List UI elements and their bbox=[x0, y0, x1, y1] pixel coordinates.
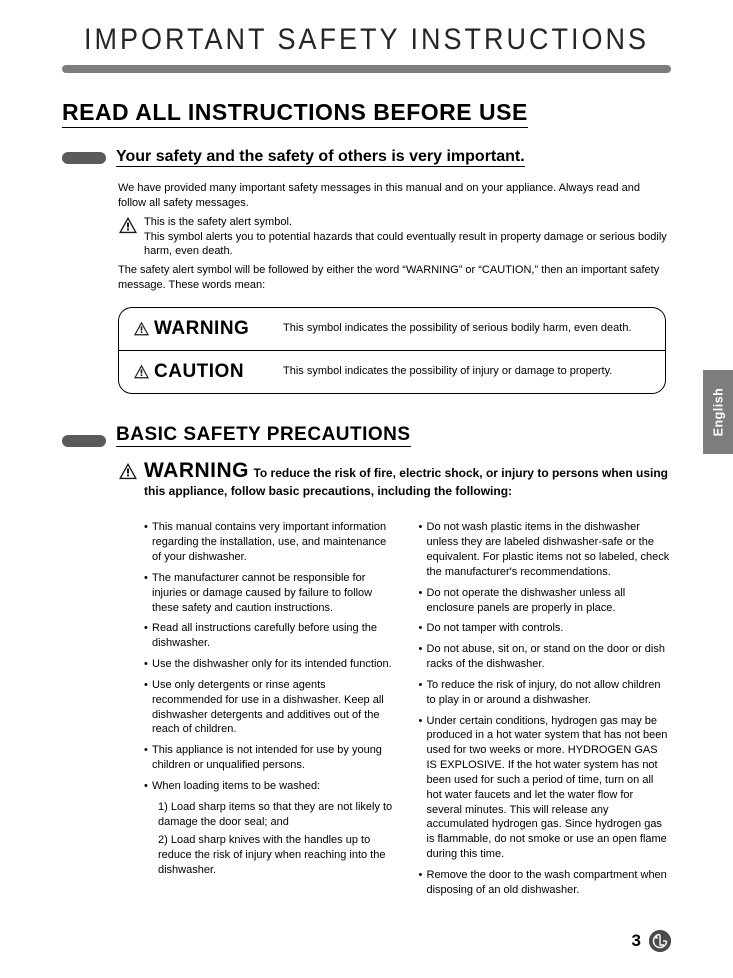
heading-basic-safety: BASIC SAFETY PRECAUTIONS bbox=[116, 424, 411, 447]
alert-row: This is the safety alert symbol. This sy… bbox=[62, 215, 671, 260]
warning-text-wrap: WARNING To reduce the risk of fire, elec… bbox=[144, 459, 668, 483]
caution-label-group: CAUTION bbox=[133, 361, 283, 383]
warning-label: WARNING bbox=[154, 318, 249, 340]
warning-row: WARNING This symbol indicates the possib… bbox=[119, 308, 665, 350]
warning-desc: This symbol indicates the possibility of… bbox=[283, 321, 632, 336]
caution-row: CAUTION This symbol indicates the possib… bbox=[119, 350, 665, 393]
caution-icon bbox=[133, 364, 150, 379]
caution-desc: This symbol indicates the possibility of… bbox=[283, 364, 612, 379]
alert-icon bbox=[118, 216, 138, 234]
list-item: Read all instructions carefully before u… bbox=[144, 621, 397, 651]
list-item: This manual contains very important info… bbox=[144, 520, 397, 565]
subhead-safety: Your safety and the safety of others is … bbox=[116, 148, 525, 167]
list-item: Under certain conditions, hydrogen gas m… bbox=[419, 714, 672, 862]
title-rule bbox=[62, 65, 671, 73]
left-column: This manual contains very important info… bbox=[144, 520, 397, 903]
columns: This manual contains very important info… bbox=[62, 520, 671, 903]
sub-item: 2) Load sharp knives with the handles up… bbox=[144, 833, 397, 878]
list-item: Use the dishwasher only for its intended… bbox=[144, 657, 397, 672]
language-tab-label: English bbox=[711, 388, 725, 437]
alert-text-block: This is the safety alert symbol. This sy… bbox=[144, 215, 671, 260]
intro-text: We have provided many important safety m… bbox=[62, 181, 671, 211]
page-number: 3 bbox=[632, 931, 641, 951]
warning-block: WARNING To reduce the risk of fire, elec… bbox=[62, 459, 671, 483]
subhead-row: Your safety and the safety of others is … bbox=[62, 148, 671, 167]
warning-label-group: WARNING bbox=[133, 318, 283, 340]
bullet-pill bbox=[62, 152, 106, 164]
list-item: Do not tamper with controls. bbox=[419, 621, 672, 636]
list-item: Use only detergents or rinse agents reco… bbox=[144, 678, 397, 737]
list-item: Do not abuse, sit on, or stand on the do… bbox=[419, 642, 672, 672]
left-list: This manual contains very important info… bbox=[144, 520, 397, 794]
list-item: Remove the door to the wash compartment … bbox=[419, 868, 672, 898]
page-title: IMPORTANT SAFETY INSTRUCTIONS bbox=[0, 22, 733, 56]
list-item: Do not operate the dishwasher unless all… bbox=[419, 586, 672, 616]
after-alert-text: The safety alert symbol will be followed… bbox=[62, 263, 671, 293]
language-tab: English bbox=[703, 370, 733, 454]
footer: 3 bbox=[632, 930, 671, 952]
alert-line1: This is the safety alert symbol. bbox=[144, 215, 671, 230]
warning-line2: this appliance, follow basic precautions… bbox=[62, 483, 671, 500]
warning-icon bbox=[118, 462, 138, 480]
lg-logo-icon bbox=[649, 930, 671, 952]
list-item: This appliance is not intended for use b… bbox=[144, 743, 397, 773]
sub-item: 1) Load sharp items so that they are not… bbox=[144, 800, 397, 830]
list-item: The manufacturer cannot be responsible f… bbox=[144, 571, 397, 616]
list-item: Do not wash plastic items in the dishwas… bbox=[419, 520, 672, 579]
heading-read-all: READ ALL INSTRUCTIONS BEFORE USE bbox=[62, 99, 528, 128]
basic-row: BASIC SAFETY PRECAUTIONS bbox=[62, 424, 671, 447]
content-area: READ ALL INSTRUCTIONS BEFORE USE Your sa… bbox=[0, 73, 733, 904]
caution-label: CAUTION bbox=[154, 361, 244, 383]
warning-tail: To reduce the risk of fire, electric sho… bbox=[253, 466, 668, 480]
alert-line2: This symbol alerts you to potential haza… bbox=[144, 230, 671, 260]
warning-big-label: WARNING bbox=[144, 459, 249, 482]
list-item: When loading items to be washed: bbox=[144, 779, 397, 794]
bullet-pill bbox=[62, 435, 106, 447]
warning-icon bbox=[133, 321, 150, 336]
right-column: Do not wash plastic items in the dishwas… bbox=[419, 520, 672, 903]
right-list: Do not wash plastic items in the dishwas… bbox=[419, 520, 672, 897]
list-item: To reduce the risk of injury, do not all… bbox=[419, 678, 672, 708]
warning-caution-box: WARNING This symbol indicates the possib… bbox=[118, 307, 666, 394]
